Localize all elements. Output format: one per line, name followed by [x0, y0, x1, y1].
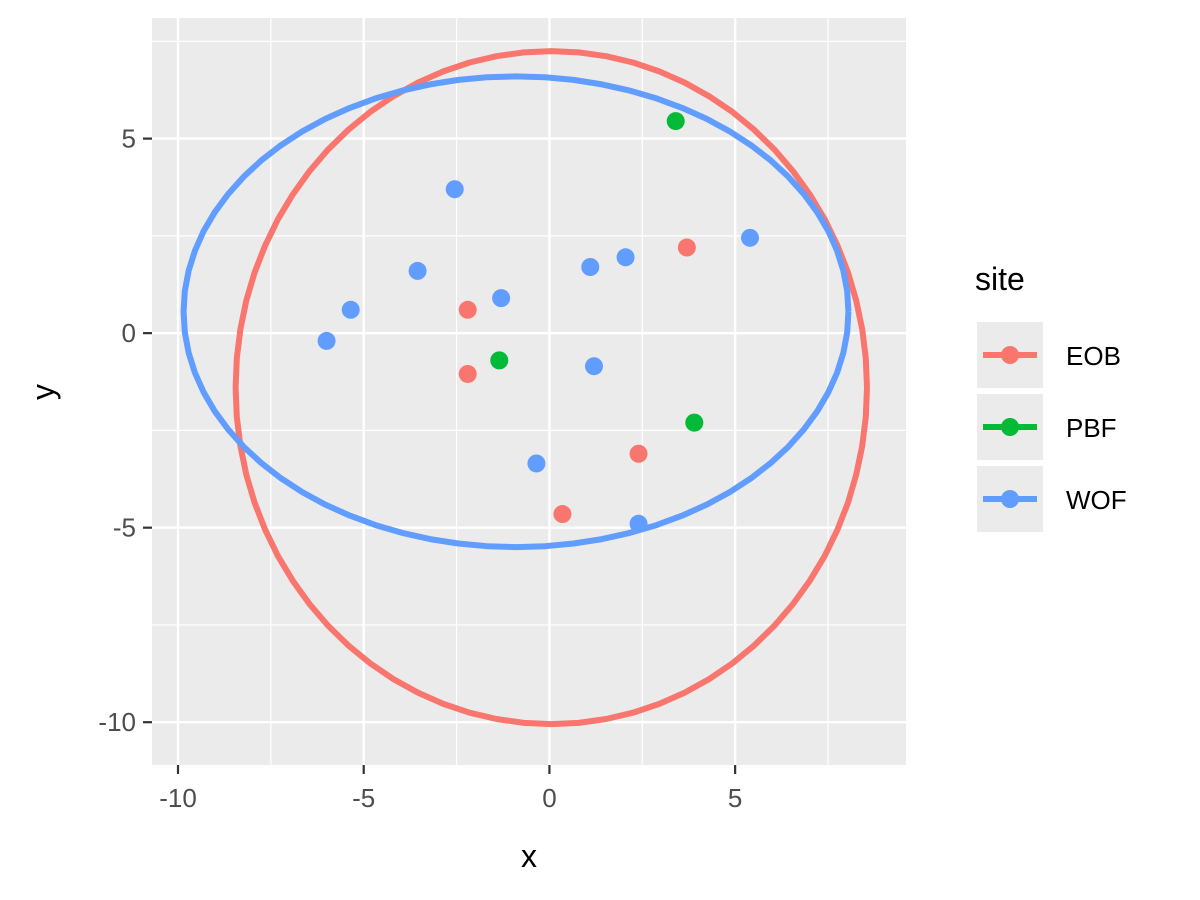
x-tick-label: 0 [542, 783, 556, 813]
ellipse-eob [232, 48, 870, 728]
point-wof [629, 514, 648, 533]
x-tick-label: -10 [159, 783, 197, 813]
point-wof [527, 454, 546, 473]
y-tick-label: 0 [122, 318, 136, 348]
ellipse-wof [180, 73, 852, 551]
point-wof [492, 289, 511, 308]
point-wof [741, 228, 759, 247]
point-wof [581, 258, 600, 276]
point-wof [445, 180, 464, 199]
y-axis-title: y [25, 384, 61, 400]
point-wof [585, 357, 603, 376]
y-axis: -10 -5 0 5 [98, 124, 152, 737]
point-wof [616, 248, 635, 267]
point-wof [317, 331, 336, 350]
x-tick-label: 5 [728, 783, 742, 813]
x-tick-label: -5 [352, 783, 375, 813]
data-points [317, 112, 759, 533]
point-wof [341, 300, 360, 319]
point-pbf [666, 112, 685, 131]
point-eob [677, 238, 696, 257]
point-eob [458, 364, 477, 383]
point-wof [408, 261, 427, 280]
legend-key-wof [977, 466, 1043, 532]
legend-label-wof: WOF [1066, 485, 1127, 515]
legend-label-eob: EOB [1066, 341, 1121, 371]
x-axis: -10 -5 0 5 [159, 765, 742, 813]
legend-key-eob [977, 322, 1043, 388]
point-eob [629, 444, 648, 463]
point-pbf [490, 351, 509, 370]
point-pbf [685, 413, 704, 432]
legend: site EOB PBF WOF [975, 261, 1127, 532]
y-tick-label: -5 [113, 513, 136, 543]
panel-background [152, 18, 906, 765]
point-eob [553, 505, 572, 524]
grid-minor [152, 18, 906, 765]
legend-title: site [975, 261, 1025, 297]
confidence-ellipses [180, 48, 870, 728]
point-eob [458, 300, 477, 319]
legend-label-pbf: PBF [1066, 413, 1117, 443]
x-axis-title: x [521, 838, 537, 874]
y-tick-label: -10 [98, 707, 136, 737]
y-tick-label: 5 [122, 124, 136, 154]
legend-key-pbf [977, 394, 1043, 460]
